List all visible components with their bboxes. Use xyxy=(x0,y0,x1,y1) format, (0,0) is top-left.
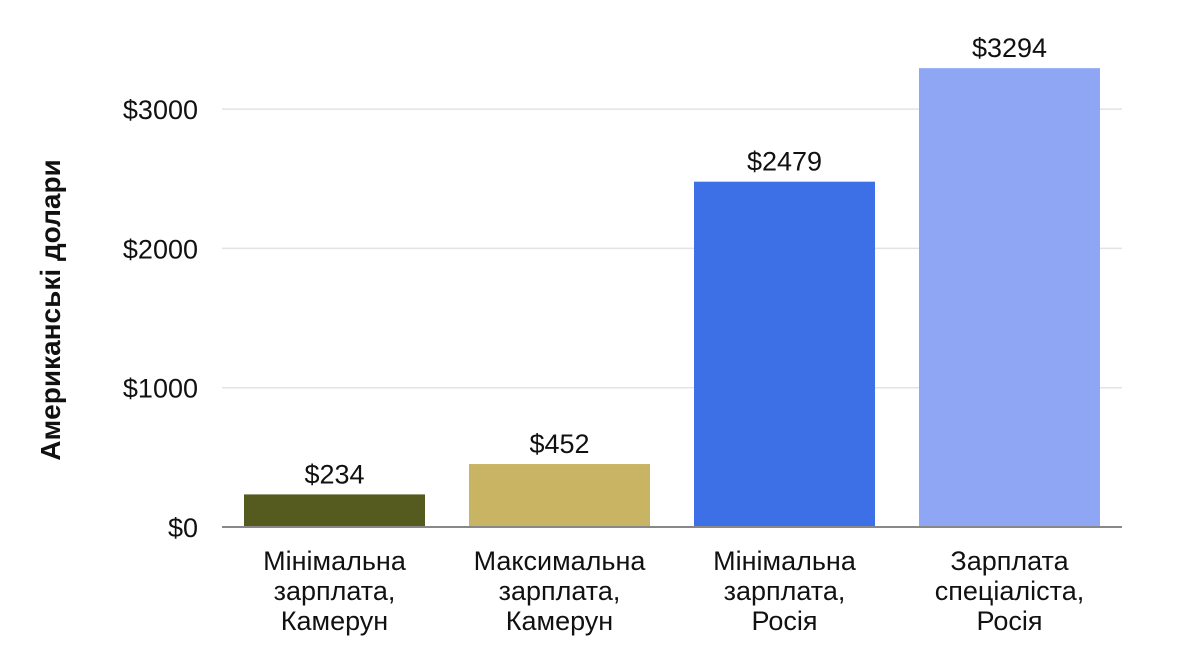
y-axis-title: Американські долари xyxy=(35,159,66,461)
bar-value-label: $3294 xyxy=(972,33,1047,63)
x-category-label-line: Мінімальна xyxy=(713,546,857,576)
x-category-label-line: зарплата, xyxy=(724,576,846,606)
bar xyxy=(919,68,1100,527)
x-category-label-line: Зарплата xyxy=(950,546,1069,576)
x-category-label-line: Камерун xyxy=(506,606,613,636)
bar-value-label: $2479 xyxy=(747,147,822,177)
x-category-label-line: Максимальна xyxy=(474,546,647,576)
y-axis-ticks: $0 $1000 $2000 $3000 xyxy=(123,95,198,543)
x-category-label-line: Росія xyxy=(977,606,1043,636)
y-tick-label: $1000 xyxy=(123,374,198,404)
bar xyxy=(469,464,650,527)
data-labels: $234 $452 $2479 $3294 xyxy=(304,33,1047,489)
bars xyxy=(244,68,1100,527)
x-category-label: Зарплата спеціаліста, Росія xyxy=(935,546,1084,636)
x-category-label: Мінімальна зарплата, Росія xyxy=(713,546,857,636)
x-category-label-line: спеціаліста, xyxy=(935,576,1084,606)
bar xyxy=(244,494,425,527)
bar-value-label: $452 xyxy=(529,429,589,459)
y-tick-label: $2000 xyxy=(123,234,198,264)
x-category-label: Максимальна зарплата, Камерун xyxy=(474,546,647,636)
y-tick-label: $3000 xyxy=(123,95,198,125)
x-category-label-line: Мінімальна xyxy=(263,546,407,576)
x-category-label-line: зарплата, xyxy=(499,576,621,606)
y-tick-label: $0 xyxy=(168,513,198,543)
x-category-label: Мінімальна зарплата, Камерун xyxy=(263,546,407,636)
bar-value-label: $234 xyxy=(304,459,364,489)
x-category-label-line: зарплата, xyxy=(274,576,396,606)
x-category-label-line: Росія xyxy=(752,606,818,636)
x-category-label-line: Камерун xyxy=(281,606,388,636)
bar xyxy=(694,181,875,527)
